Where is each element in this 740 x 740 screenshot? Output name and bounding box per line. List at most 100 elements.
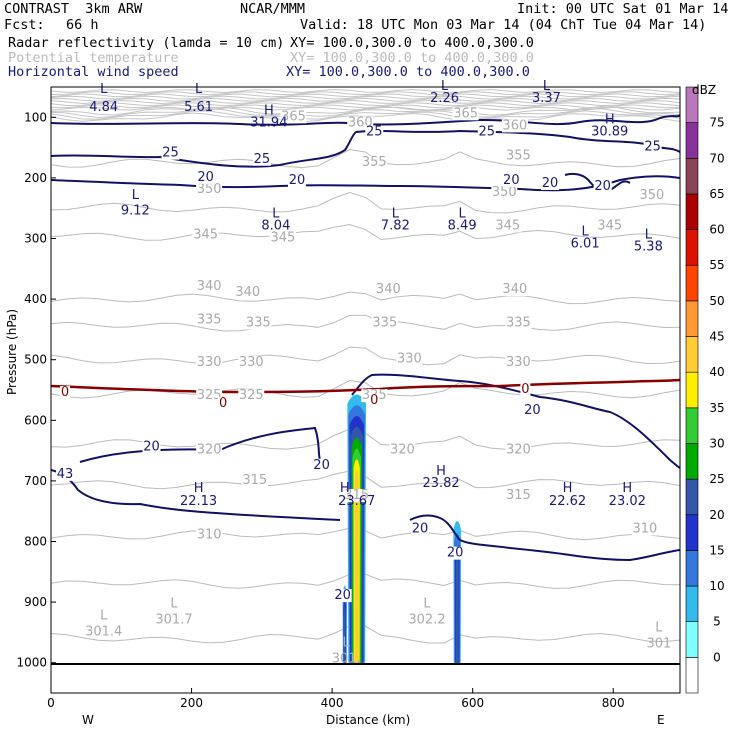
wind-contour-label-bg <box>502 173 521 187</box>
theta-label-bg <box>238 355 265 369</box>
x-tick-label: 400 <box>321 696 344 710</box>
wind-speed-value: 4.84 <box>89 100 118 115</box>
theta-label-bg <box>505 443 532 457</box>
colorbar-swatch <box>685 371 699 409</box>
extremum-marker: L <box>459 206 467 221</box>
colorbar-level-label: 70 <box>709 151 724 165</box>
extremum-marker: H <box>622 481 632 496</box>
wind-contour-label-bg <box>161 146 180 160</box>
extremum-marker: L <box>392 206 400 221</box>
wind-contour-label-bg <box>593 180 612 194</box>
theta-label-bg <box>505 355 532 369</box>
theta-label-bg <box>280 110 307 124</box>
theta-label-bg <box>631 522 658 536</box>
wind-contour-20-lower <box>79 373 680 469</box>
extremum-marker: L <box>132 188 140 203</box>
wind-speed-value: 6.01 <box>571 237 600 252</box>
wind-contour-label: 20 <box>313 458 330 473</box>
wind-contour-label-bg <box>540 176 559 190</box>
wind-speed-value: 8.49 <box>448 218 477 233</box>
theta-label-bg <box>196 183 223 197</box>
reflectivity-band-40dbz <box>354 470 359 663</box>
field-xy-wind: XY= 100.0,300.0 to 400.0,300.0 <box>286 64 530 80</box>
colorbar-level-label: 30 <box>709 436 724 450</box>
colorbar-level-label: 25 <box>709 472 724 486</box>
theta-label: 340 <box>197 279 222 294</box>
theta-label-bg <box>491 186 518 200</box>
theta-label: 315 <box>344 488 369 503</box>
colorbar-swatch <box>685 657 699 694</box>
freezing-level-label-bg <box>218 396 229 410</box>
theta-label: 340 <box>376 282 401 297</box>
field-name-theta: Potential temperature <box>8 50 179 66</box>
theta-minimum-value: 302.2 <box>408 612 445 627</box>
theta-minimum-value: 301.7 <box>155 612 192 627</box>
theta-label: 320 <box>390 443 415 458</box>
theta-label-bg <box>343 489 370 503</box>
x-tick-label: 600 <box>461 696 484 710</box>
model-label: NCAR/MMM <box>240 1 306 17</box>
theta-label-bg <box>234 286 261 300</box>
theta-contour-line <box>51 291 680 305</box>
wind-contour-label: 20 <box>412 521 429 536</box>
wind-contour-label: 25 <box>478 124 495 139</box>
east-label: E <box>657 713 665 727</box>
wind-contour-label-bg <box>287 173 306 187</box>
y-tick-label: 700 <box>24 474 47 488</box>
theta-label: 350 <box>639 188 664 203</box>
wind-contour-label-bg <box>333 589 352 603</box>
theta-minimum-marker: L <box>655 621 663 636</box>
wind-contour-label: 20 <box>542 176 559 191</box>
wind-contour-25 <box>51 129 680 168</box>
theta-label-bg <box>501 283 528 297</box>
wind-contour-label: 20 <box>447 546 464 561</box>
wind-speed-value: 22.62 <box>549 494 586 509</box>
x-tick-label: 800 <box>602 696 625 710</box>
colorbar-level-label: 35 <box>709 401 724 415</box>
theta-band-top <box>51 88 680 123</box>
chart-title: CONTRAST 3km ARW <box>4 1 143 17</box>
theta-label: 330 <box>197 355 222 370</box>
theta-contour-line <box>51 314 680 332</box>
theta-label-bg <box>505 149 532 163</box>
wind-contour-label: 43 <box>57 467 74 482</box>
y-tick-label: 600 <box>24 413 47 427</box>
wind-contour-label: 20 <box>143 440 160 455</box>
theta-minimum-value: 301.4 <box>85 624 122 639</box>
reflectivity-band-20dbz <box>343 606 346 663</box>
y-tick-label: 1000 <box>16 656 47 670</box>
theta-label: 335 <box>197 312 222 327</box>
theta-label-bg <box>196 313 223 327</box>
valid-time: Valid: 18 UTC Mon 03 Mar 14 (04 ChT Tue … <box>300 17 707 33</box>
wind-contour-label-bg <box>196 170 215 184</box>
wind-speed-value: 23.02 <box>609 494 646 509</box>
theta-band-line <box>51 99 680 105</box>
colorbar-swatch <box>685 621 699 658</box>
theta-band-line <box>51 97 680 102</box>
theta-contour-line <box>51 625 680 644</box>
colorbar-swatch <box>685 229 699 266</box>
colorbar-level-label: 15 <box>709 543 724 557</box>
theta-label: 335 <box>372 315 397 330</box>
freezing-level-label: 0 <box>61 385 69 400</box>
colorbar-swatch <box>685 264 699 302</box>
extremum-marker: H <box>563 481 573 496</box>
theta-label: 355 <box>362 155 387 170</box>
theta-label-bg <box>505 489 532 503</box>
wind-speed-value: 23.67 <box>338 494 375 509</box>
colorbar-level-label: 5 <box>713 615 721 629</box>
theta-band-line <box>51 88 680 94</box>
extremum-marker: L <box>272 206 280 221</box>
field-name-wind: Horizontal wind speed <box>8 64 179 80</box>
theta-band-line <box>51 91 680 96</box>
theta-minimum-value: 301 <box>647 637 672 652</box>
wind-speed-value: 22.13 <box>180 494 217 509</box>
field-name-reflectivity: Radar reflectivity (lamda = 10 cm) <box>8 35 285 51</box>
colorbar-swatch <box>685 300 699 337</box>
extremum-marker: H <box>605 112 615 127</box>
theta-label-bg <box>396 352 423 366</box>
wind-contour-25-upper <box>51 114 680 126</box>
wind-contour-label: 20 <box>524 403 541 418</box>
theta-label: 345 <box>495 218 520 233</box>
